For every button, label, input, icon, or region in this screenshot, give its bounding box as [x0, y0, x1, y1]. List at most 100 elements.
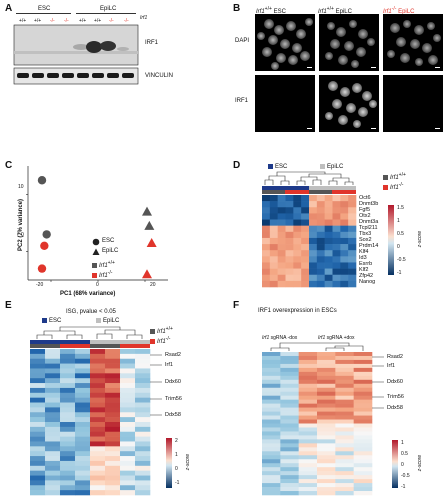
- heat-cell: [280, 352, 299, 357]
- heat-cell: [75, 373, 91, 379]
- heat-cell: [317, 483, 336, 488]
- heat-cell: [262, 443, 281, 448]
- heat-cell: [317, 352, 336, 357]
- heat-cell: [324, 250, 333, 257]
- heat-cell: [293, 207, 302, 214]
- heat-cell: [301, 262, 310, 269]
- heat-cell: [317, 451, 336, 456]
- heat-cell: [75, 417, 91, 423]
- heat-cell: [280, 419, 299, 424]
- heat-cell: [353, 383, 373, 389]
- heat-cell: [45, 485, 61, 491]
- heat-cell: [324, 213, 333, 220]
- heat-cell: [45, 368, 61, 374]
- heat-cell: [340, 225, 349, 233]
- heat-cell: [335, 383, 354, 389]
- scale-f-t2: 0: [401, 462, 404, 468]
- heat-cell: [60, 368, 76, 374]
- heat-cell: [45, 412, 61, 418]
- heat-cell: [120, 417, 136, 423]
- heat-cell: [280, 483, 299, 488]
- heat-cell: [298, 359, 318, 365]
- heat-cell: [90, 402, 106, 408]
- genotype-7: -/-: [109, 18, 114, 24]
- heat-cell: [262, 201, 271, 208]
- header-e-esc: ESC: [42, 318, 61, 324]
- heat-cell: [353, 483, 373, 488]
- heat-cell: [335, 447, 354, 452]
- panel-label-c: C: [5, 160, 13, 171]
- legend-e-ko: Irf1-/-: [150, 336, 170, 345]
- heat-cell: [45, 490, 61, 496]
- heat-cell: [135, 353, 151, 360]
- heat-cell: [301, 274, 310, 282]
- heat-cell: [285, 219, 294, 226]
- gene-pointers-e: [150, 354, 162, 416]
- heat-cell: [277, 244, 286, 251]
- heat-cell: [353, 423, 373, 428]
- heat-cell: [335, 391, 354, 396]
- heat-cell: [105, 470, 121, 476]
- heat-cell: [335, 483, 354, 488]
- heat-cell: [135, 485, 151, 491]
- scale-f-t3: -0.5: [401, 473, 410, 479]
- heat-cell: [269, 231, 278, 239]
- gene-label-zfp42: Zfp42: [359, 273, 374, 279]
- heat-cell: [262, 419, 281, 424]
- heat-cell: [75, 368, 91, 374]
- heat-cell: [317, 423, 336, 428]
- legend-e-wt: Irf1+/+: [150, 326, 173, 335]
- heat-cell: [90, 383, 106, 389]
- heat-cell: [90, 431, 106, 437]
- heat-cell: [332, 256, 341, 263]
- heat-cell: [309, 201, 318, 208]
- heat-cell: [348, 274, 357, 282]
- heat-cell: [317, 403, 336, 408]
- heat-cell: [340, 262, 349, 269]
- scale-e-t1: 1: [175, 452, 178, 458]
- heat-cell: [135, 363, 151, 369]
- heat-cell: [105, 378, 121, 384]
- heat-cell: [30, 363, 46, 369]
- heat-cell: [30, 368, 46, 374]
- heat-cell: [105, 383, 121, 389]
- scale-e-t2: 0: [175, 466, 178, 472]
- heat-cell: [353, 431, 373, 436]
- heat-cell: [45, 392, 61, 398]
- gene-e-ddx58: Ddx58: [165, 412, 181, 418]
- heat-cell: [324, 237, 333, 245]
- panel-label-d: D: [233, 160, 241, 171]
- heat-cell: [316, 262, 325, 269]
- heat-cell: [293, 262, 302, 269]
- heat-cell: [280, 475, 299, 480]
- heat-cell: [75, 353, 91, 360]
- heat-cell: [30, 441, 46, 447]
- dendrogram-d: [264, 171, 354, 185]
- heat-cell: [309, 207, 318, 214]
- heat-cell: [301, 244, 310, 251]
- heat-cell: [353, 379, 373, 385]
- heat-cell: [60, 485, 76, 491]
- heat-cell: [280, 363, 299, 369]
- heat-cell: [353, 363, 373, 369]
- heat-cell: [45, 402, 61, 408]
- heat-cell: [135, 490, 151, 496]
- heat-cell: [280, 411, 299, 416]
- heat-cell: [60, 431, 76, 437]
- gene-label-tbx3: Tbx3: [359, 231, 372, 237]
- heat-cell: [135, 451, 151, 457]
- heat-cell: [105, 363, 121, 369]
- heat-cell: [293, 280, 302, 288]
- heat-cell: [353, 371, 373, 377]
- heat-cell: [90, 436, 106, 442]
- heat-cell: [60, 358, 76, 364]
- heat-cell: [30, 373, 46, 379]
- heat-cell: [280, 387, 299, 393]
- heat-cell: [60, 460, 76, 467]
- heat-cell: [75, 397, 91, 403]
- heat-cell: [30, 470, 46, 476]
- heat-cell: [45, 441, 61, 447]
- heat-cell: [353, 367, 373, 373]
- x-tick-neg20: -20: [36, 282, 44, 288]
- heat-cell: [90, 349, 106, 355]
